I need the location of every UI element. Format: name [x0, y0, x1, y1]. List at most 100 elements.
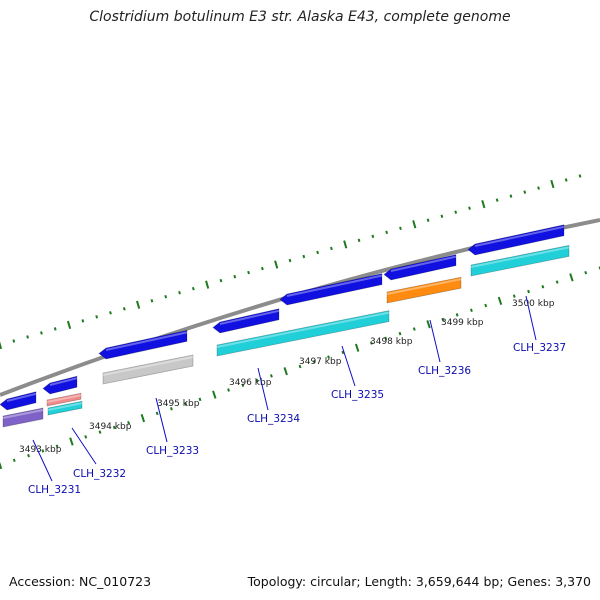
tick-mark — [241, 383, 245, 387]
leader-line — [525, 295, 537, 341]
kbp-label: 3493 kbp — [19, 445, 62, 455]
tick-mark — [509, 194, 513, 198]
tick-mark — [584, 270, 588, 275]
tick-mark — [527, 289, 530, 294]
tick-mark — [112, 425, 116, 430]
gene-features — [0, 224, 570, 428]
kbp-label: 3497 kbp — [299, 357, 342, 367]
gene-feature[interactable] — [216, 310, 390, 357]
tick-mark — [316, 250, 319, 255]
feature-highlight — [49, 377, 78, 386]
gene-feature[interactable] — [98, 329, 188, 360]
kbp-labels: 3493 kbp 3494 kbp 3495 kbp 3496 kbp 3497… — [19, 299, 555, 455]
gene-feature[interactable] — [2, 407, 44, 428]
tick-mark — [555, 280, 559, 284]
tick-mark — [399, 226, 402, 231]
tick-mark — [398, 331, 402, 336]
tick-mark — [288, 258, 292, 263]
tick-mark — [122, 307, 126, 311]
tick-mark — [212, 390, 217, 399]
tick-mark — [12, 339, 16, 343]
kbp-label: 3498 kbp — [370, 337, 413, 347]
tick-mark — [0, 461, 3, 470]
tick-mark — [191, 286, 195, 291]
tick-mark — [40, 331, 43, 335]
leader-line — [257, 367, 269, 411]
feature-highlight — [219, 309, 280, 325]
gene-feature[interactable] — [279, 273, 383, 306]
tick-mark — [84, 435, 88, 439]
tick-mark — [155, 411, 159, 416]
tick-mark — [357, 238, 361, 243]
tick-mark — [205, 280, 210, 289]
leader-line — [155, 397, 168, 443]
tick-mark — [550, 179, 555, 189]
gene-feature[interactable] — [42, 375, 78, 395]
kbp-label: 3500 kbp — [512, 299, 555, 309]
tick-mark — [140, 413, 146, 423]
feature-highlight — [386, 278, 462, 295]
tick-mark — [270, 374, 273, 378]
feature-highlight — [470, 246, 570, 268]
gene-label[interactable]: CLH_3236 — [418, 365, 471, 377]
gene-feature[interactable] — [383, 254, 457, 281]
tick-mark — [354, 343, 360, 352]
tick-mark — [426, 218, 430, 222]
tick-mark — [127, 421, 130, 425]
tick-mark — [302, 254, 306, 259]
tick-mark — [0, 341, 3, 350]
gene-feature[interactable] — [212, 308, 280, 334]
feature-highlight — [474, 225, 565, 247]
gene-label[interactable]: CLH_3235 — [331, 389, 384, 401]
tick-mark — [412, 220, 417, 229]
gene-feature[interactable] — [102, 354, 194, 385]
gene-label[interactable]: CLH_3232 — [73, 468, 126, 480]
gene-feature[interactable] — [0, 391, 37, 411]
tick-mark — [274, 260, 279, 269]
tick-mark — [541, 285, 545, 289]
tick-mark — [440, 214, 444, 218]
gene-label[interactable]: CLH_3237 — [513, 342, 566, 354]
tick-mark — [441, 317, 445, 322]
tick-mark — [312, 360, 316, 364]
tick-mark — [298, 364, 302, 369]
tick-mark — [247, 270, 250, 275]
gene-label[interactable]: CLH_3231 — [28, 484, 81, 496]
tick-mark — [255, 378, 259, 383]
tick-mark — [66, 320, 72, 330]
tick-mark — [283, 367, 288, 376]
tick-mark — [41, 449, 45, 453]
tick-mark — [470, 308, 473, 312]
tick-mark — [370, 341, 373, 345]
tick-mark — [537, 186, 540, 190]
tick-mark — [150, 299, 154, 303]
tick-mark — [12, 458, 16, 463]
leader-line — [32, 439, 53, 482]
feature-highlight — [47, 402, 83, 411]
gene-label[interactable]: CLH_3233 — [146, 445, 199, 457]
feature-highlight — [216, 311, 390, 348]
tick-mark — [53, 327, 57, 331]
tick-mark — [55, 444, 59, 448]
tick-mark — [384, 336, 388, 341]
kbp-label: 3494 kbp — [89, 422, 132, 432]
tick-mark — [481, 200, 486, 209]
tick-mark — [261, 266, 264, 271]
tick-mark — [578, 174, 582, 178]
inner-tick-track — [0, 266, 600, 470]
gene-feature[interactable] — [470, 244, 570, 277]
leader-line — [429, 319, 441, 363]
gene-feature[interactable] — [46, 392, 82, 407]
kbp-label: 3495 kbp — [157, 399, 200, 409]
tick-mark — [455, 313, 459, 317]
tick-mark — [69, 437, 74, 446]
tick-mark — [484, 303, 488, 308]
tick-mark — [468, 206, 471, 210]
gene-feature[interactable] — [47, 400, 83, 416]
tick-mark — [81, 319, 85, 323]
gene-feature[interactable] — [386, 276, 462, 304]
gene-feature[interactable] — [467, 224, 565, 256]
gene-label[interactable]: CLH_3234 — [247, 413, 300, 425]
tick-mark — [327, 355, 330, 359]
